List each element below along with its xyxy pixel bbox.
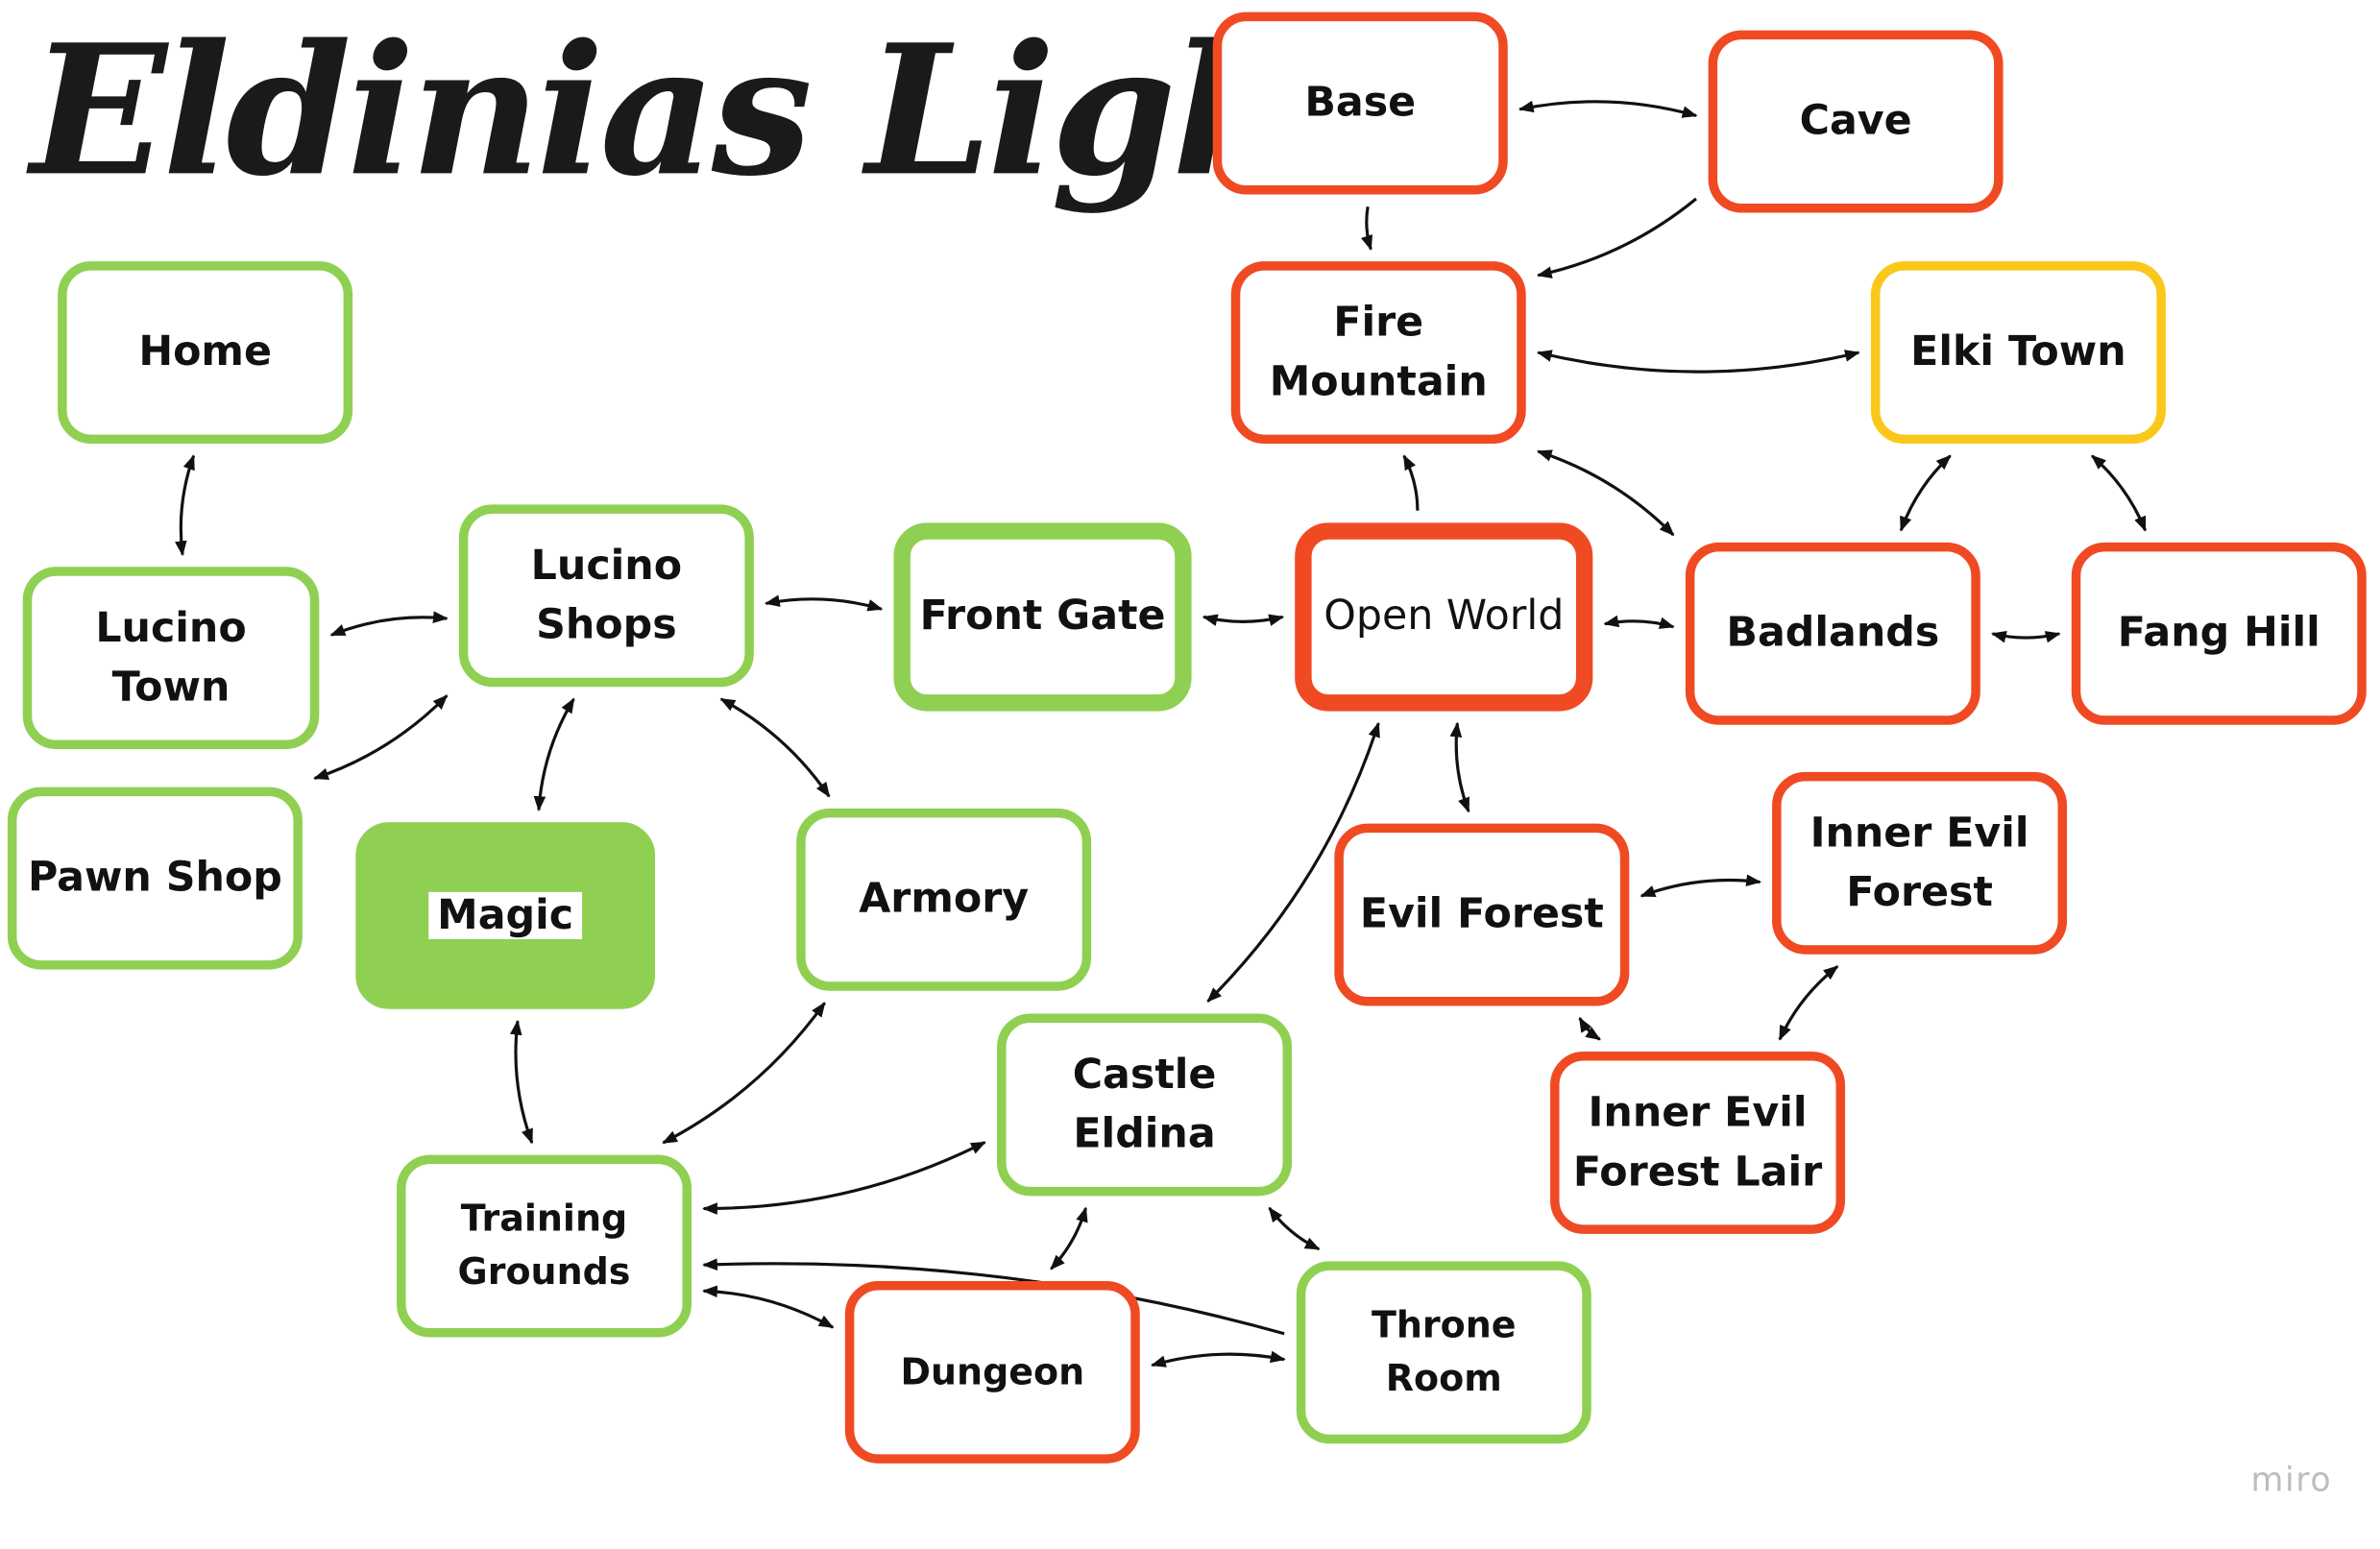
edge-open-world-to-fire-mountain [1402, 454, 1420, 511]
edge-lucino-shops-to-front-gate [764, 594, 884, 612]
node-inner-evil-forest-lair[interactable]: Inner Evil Forest Lair [1550, 1052, 1846, 1234]
edge-throne-room-to-training-grounds [702, 1258, 1285, 1336]
node-castle-eldina[interactable]: Castle Eldina [997, 1013, 1293, 1197]
edge-home-to-lucino-town [175, 454, 196, 557]
node-elki-town[interactable]: Elki Town [1870, 261, 2166, 445]
edge-elki-town-to-badlands [1899, 454, 1952, 532]
node-lucino-town[interactable]: Lucino Town [22, 567, 320, 750]
edge-fire-mountain-to-elki-town [1536, 350, 1860, 374]
node-magic[interactable]: Magic [355, 822, 656, 1009]
edge-training-grounds-to-dungeon [702, 1285, 835, 1329]
edge-inner-evil-forest-lair-to-inner-evil-forest [1778, 965, 1839, 1041]
edge-cave-to-fire-mountain [1536, 197, 1697, 278]
edge-lucino-shops-to-magic [533, 697, 575, 811]
edge-elki-town-to-fang-hill [2090, 454, 2148, 532]
edge-open-world-to-castle-eldina [1206, 721, 1380, 1003]
edge-evil-forest-to-inner-evil-forest [1639, 874, 1761, 898]
edge-dungeon-to-throne-room [1150, 1350, 1286, 1367]
node-armory[interactable]: Armory [796, 808, 1092, 991]
edge-evil-forest-to-inner-evil-forest-lair [1578, 1016, 1601, 1041]
node-inner-evil-forest[interactable]: Inner Evil Forest [1772, 771, 2068, 955]
edge-pawn-shop-to-lucino-shops [313, 694, 449, 781]
node-evil-forest[interactable]: Evil Forest [1334, 823, 1630, 1006]
edge-open-world-to-evil-forest [1449, 721, 1470, 813]
node-fang-hill[interactable]: Fang Hill [2071, 542, 2367, 725]
edge-castle-eldina-to-throne-room [1268, 1206, 1321, 1251]
diagram-title: Eldinias Light [30, 4, 1381, 216]
node-pawn-shop[interactable]: Pawn Shop [7, 787, 303, 970]
node-home[interactable]: Home [58, 261, 353, 445]
node-base[interactable]: Base [1212, 12, 1508, 195]
node-front-gate[interactable]: Front Gate [893, 522, 1192, 712]
edge-base-to-fire-mountain [1360, 206, 1373, 252]
edge-fire-mountain-to-badlands [1536, 449, 1675, 537]
miro-watermark: miro [2250, 1462, 2333, 1500]
edge-base-to-cave [1518, 100, 1698, 118]
edge-castle-eldina-to-dungeon [1050, 1206, 1088, 1271]
edge-magic-to-training-grounds [509, 1019, 534, 1145]
edge-lucino-town-to-lucino-shops [329, 611, 449, 637]
edge-lucino-shops-to-armory [719, 697, 831, 798]
node-dungeon[interactable]: Dungeon [844, 1280, 1140, 1464]
node-throne-room[interactable]: Throne Room [1296, 1261, 1591, 1444]
node-open-world[interactable]: Open World [1295, 522, 1593, 712]
edge-front-gate-to-open-world [1202, 614, 1285, 626]
node-fire-mountain[interactable]: Fire Mountain [1230, 261, 1526, 445]
edge-training-grounds-to-castle-eldina [702, 1141, 986, 1215]
edge-badlands-to-fang-hill [1990, 631, 2061, 643]
edge-open-world-to-badlands [1603, 615, 1675, 629]
node-cave[interactable]: Cave [1708, 30, 2004, 213]
node-badlands[interactable]: Badlands [1685, 542, 1980, 725]
edge-armory-to-training-grounds [662, 1002, 826, 1145]
node-lucino-shops[interactable]: Lucino Shops [458, 504, 754, 688]
node-training-grounds[interactable]: Training Grounds [397, 1154, 692, 1338]
